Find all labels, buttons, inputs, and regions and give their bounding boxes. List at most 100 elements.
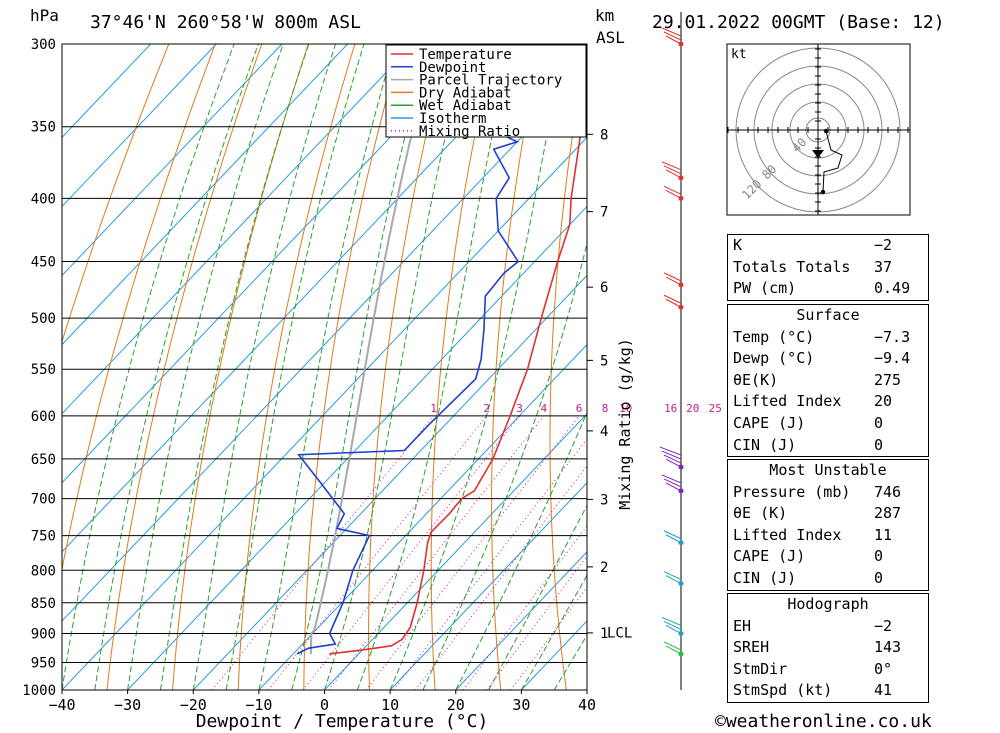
- pressure-tick-label: 350: [31, 120, 56, 136]
- wind-barb-stroke: [663, 571, 682, 580]
- pressure-tick-label: 900: [31, 627, 56, 643]
- wind-barb-stroke: [665, 276, 682, 286]
- wind-barb-stroke: [661, 161, 682, 171]
- hodograph-trace: [822, 130, 843, 193]
- wind-barb-stroke: [665, 625, 682, 634]
- row-value: −7.3: [874, 327, 911, 346]
- row-label: Temp (°C): [733, 327, 815, 346]
- isotherm-line: [455, 551, 587, 690]
- mixing-ratio-tick-label: 4: [540, 402, 547, 415]
- mixing-ratio-tick-label: 2: [483, 402, 490, 415]
- most-unstable-row: θE (K) 287: [728, 503, 928, 525]
- isotherm-line: [62, 44, 283, 277]
- hodograph-row: SREH 143: [728, 637, 928, 659]
- row-label: StmDir: [733, 659, 788, 678]
- hodograph-point: [820, 189, 826, 195]
- mixing-ratio-labels: 1 2 3 4 6 8 10 16 20 25: [430, 402, 722, 415]
- mixing-ratio-tick-label: 1: [430, 402, 437, 415]
- row-value: 275: [874, 370, 902, 389]
- isotherm-line: [62, 136, 587, 690]
- legend-box: [385, 44, 587, 138]
- mixing-ratio-tick-label: 25: [709, 402, 722, 415]
- wind-barb-stroke: [663, 294, 682, 304]
- row-value: 0: [874, 568, 884, 587]
- isotherm-line: [62, 44, 480, 484]
- wind-barb-stroke: [665, 298, 682, 308]
- surface-title: Surface: [796, 306, 860, 324]
- row-value: 0: [874, 547, 884, 566]
- dry-adiabat-line: [62, 44, 170, 344]
- height-tick-label: 6: [600, 280, 608, 296]
- legend-label: Mixing Ratio: [419, 124, 520, 140]
- row-label: Lifted Index: [733, 392, 842, 411]
- pressure-tick-label: 850: [31, 596, 56, 612]
- wind-barb-stroke: [661, 27, 682, 37]
- wind-barb-stroke: [663, 272, 682, 282]
- hodograph-row: StmSpd (kt) 41: [728, 680, 928, 702]
- row-value: −2: [874, 616, 893, 635]
- pressure-tick-label: 950: [31, 656, 56, 672]
- row-label: EH: [733, 616, 752, 635]
- wind-barb-stroke: [665, 169, 682, 179]
- index-value: 0.49: [874, 279, 911, 298]
- most-unstable-row: Pressure (mb) 746: [728, 482, 928, 504]
- index-label: K: [733, 236, 743, 254]
- row-label: Pressure (mb): [733, 482, 851, 501]
- credit-label: ©weatheronline.co.uk: [715, 711, 932, 732]
- mixing-ratio-tick-label: 20: [686, 402, 699, 415]
- isotherm-line: [324, 412, 587, 690]
- most-unstable-row: Lifted Index 11: [728, 525, 928, 547]
- legend-label: Temperature: [419, 47, 512, 63]
- temperature-tick-label: 10: [381, 696, 399, 714]
- hodograph-unit-label: kt: [731, 47, 747, 62]
- pressure-tick-label: 600: [31, 409, 56, 425]
- temperature-tick-label: −40: [48, 696, 75, 714]
- hodograph-point: [823, 128, 829, 134]
- index-label: Totals Totals: [733, 257, 851, 276]
- hodograph-row: EH −2: [728, 616, 928, 638]
- temperature-tick-label: 40: [578, 696, 596, 714]
- index-row-totals-totals: Totals Totals 37: [728, 257, 928, 279]
- height-tick-label: 8: [600, 127, 608, 143]
- mixing-ratio-tick-label: 8: [602, 402, 609, 415]
- pressure-unit-label: hPa: [30, 6, 59, 25]
- wind-barb-stroke: [663, 165, 682, 175]
- temperature-tick-label: 20: [447, 696, 465, 714]
- surface-table: Surface Temp (°C) −7.3 Dewp (°C) −9.4 θE(K…: [727, 304, 929, 458]
- pressure-tick-label: 650: [31, 452, 56, 468]
- most-unstable-row: CAPE (J) 0: [728, 546, 928, 568]
- isotherm-line: [127, 205, 587, 690]
- height-tick-label: 4: [600, 424, 608, 440]
- dry-adiabat-line: [960, 44, 1000, 690]
- row-value: 143: [874, 638, 902, 657]
- most-unstable-table: Most Unstable Pressure (mb) 746 θE (K) 287…: [727, 459, 929, 591]
- wind-barb-stroke: [665, 35, 682, 45]
- row-value: 11: [874, 525, 893, 544]
- temperature-tick-label: −20: [180, 696, 207, 714]
- wind-barb-stroke: [661, 617, 682, 626]
- isotherm-line: [258, 343, 587, 690]
- parcel-trajectory-line: [309, 44, 436, 654]
- legend-label: Parcel Trajectory: [419, 73, 562, 89]
- row-label: Lifted Index: [733, 525, 842, 544]
- temperature-tick-label: 0: [320, 696, 329, 714]
- hodograph-table: Hodograph EH −2 SREH 143 StmDir 0° StmSpd (…: [727, 593, 929, 703]
- hodograph-row: StmDir 0°: [728, 659, 928, 681]
- row-value: 0: [874, 435, 884, 454]
- pressure-tick-label: 550: [31, 362, 56, 378]
- height-tick-label: 7: [600, 205, 608, 221]
- datetime-label: 29.01.2022 00GMT (Base: 12): [652, 12, 945, 33]
- isotherm-line: [62, 44, 348, 346]
- index-label: PW (cm): [733, 279, 797, 298]
- isotherm-line: [389, 482, 587, 690]
- row-value: 0: [874, 413, 884, 432]
- surface-row: Lifted Index 20: [728, 391, 928, 413]
- temperature-tick-label: −10: [245, 696, 272, 714]
- most-unstable-row: CIN (J) 0: [728, 568, 928, 590]
- mixing-ratio-tick-label: 3: [516, 402, 523, 415]
- asl-label: ASL: [596, 28, 625, 47]
- mixing-ratio-tick-label: 6: [576, 402, 583, 415]
- row-label: StmSpd (kt): [733, 681, 833, 700]
- wind-barb-stroke: [663, 478, 682, 488]
